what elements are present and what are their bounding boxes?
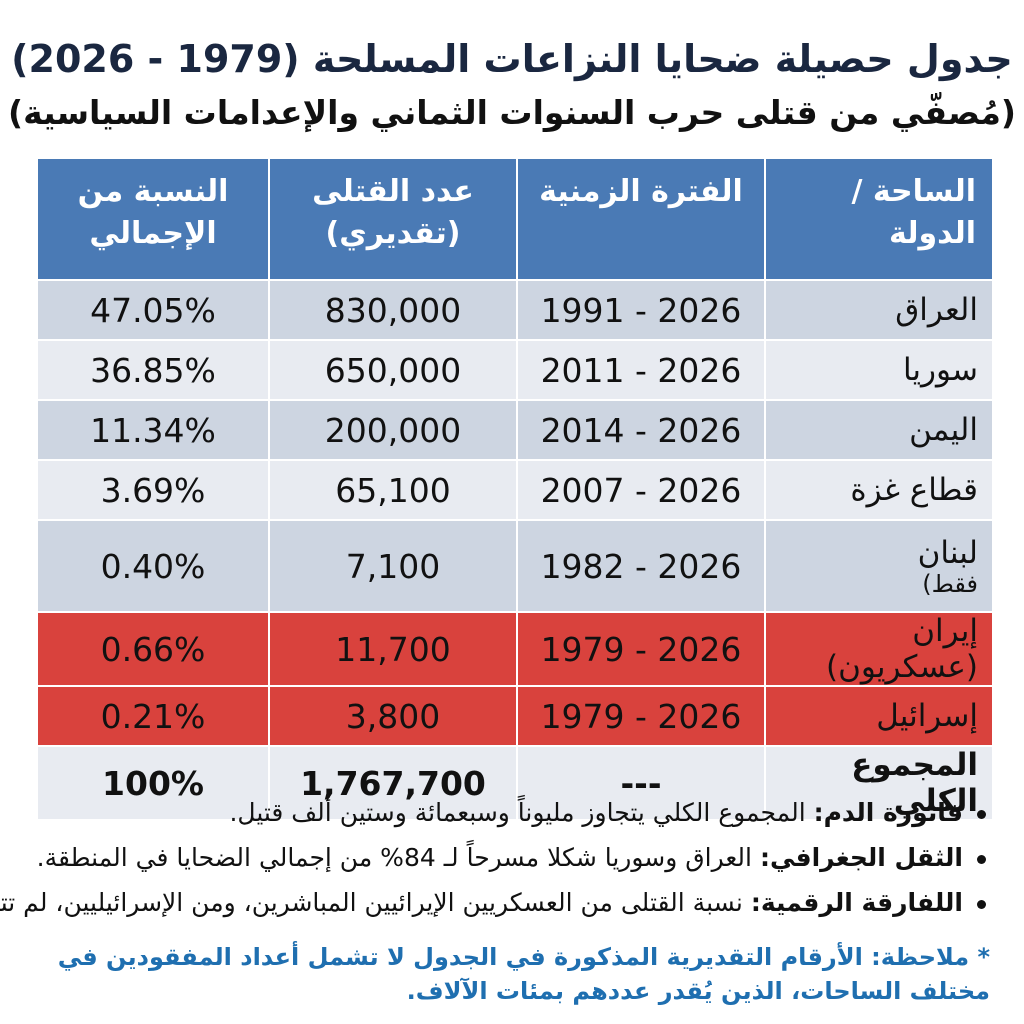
bullet-dot-icon <box>977 854 986 864</box>
cell-deaths: 3,800 <box>268 685 518 747</box>
list-item: فاتورة الدم: المجموع الكلي يتجاوز مليونا… <box>34 790 986 835</box>
cell-share: 0.66% <box>36 611 270 687</box>
list-item: اللفارقة الرقمية: نسبة القتلى من العسكري… <box>0 880 986 925</box>
note-text: نسبة القتلى من العسكريين الإيرائيين المب… <box>0 888 743 917</box>
bullet-dot-icon <box>977 899 986 909</box>
notes-list: فاتورة الدم: المجموع الكلي يتجاوز مليونا… <box>0 790 986 925</box>
cell-country: إسرائيل <box>764 685 994 747</box>
footnote: * ملاحظة: الأرقام التقديرية المذكورة في … <box>57 943 990 1005</box>
cell-deaths: 830,000 <box>268 279 518 341</box>
cell-period: 2007 - 2026 <box>516 459 766 521</box>
cell-share: 3.69% <box>36 459 270 521</box>
table-row: قطاع غزة 2007 - 2026 65,100 3.69% <box>36 459 994 521</box>
table-row: إسرائيل 1979 - 2026 3,800 0.21% <box>36 685 994 747</box>
list-item: الثقل الجغرافي: العراق وسوريا شكلا مسرحا… <box>34 835 986 880</box>
cell-share: 0.40% <box>36 519 270 613</box>
cell-period: 1979 - 2026 <box>516 685 766 747</box>
header-deaths: عدد القتلى (تقديري) <box>268 157 518 281</box>
table-total-row: المجموع الكلي --- 1,767,700 100% <box>36 745 994 821</box>
cell-period: 2014 - 2026 <box>516 399 766 461</box>
cell-country: إيران (عسكريون) <box>764 611 994 687</box>
cell-period: --- <box>516 745 766 821</box>
cell-country-note: فقط) <box>922 570 978 598</box>
note-text: المجموع الكلي يتجاوز مليوناً وسبعمائة وس… <box>229 798 806 827</box>
cell-country: قطاع غزة <box>764 459 994 521</box>
cell-share: 36.85% <box>36 339 270 401</box>
cell-country: لبنان فقط) <box>764 519 994 613</box>
cell-period: 1991 - 2026 <box>516 279 766 341</box>
bullet-dot-icon <box>977 809 986 819</box>
table-row: لبنان فقط) 1982 - 2026 7,100 0.40% <box>36 519 994 613</box>
header-share: النسبة من الإجمالي <box>36 157 270 281</box>
cell-country: العراق <box>764 279 994 341</box>
cell-country: المجموع الكلي <box>764 745 994 821</box>
table-row: العراق 1991 - 2026 830,000 47.05% <box>36 279 994 341</box>
header-country: الساحة / الدولة <box>764 157 994 281</box>
cell-country: اليمن <box>764 399 994 461</box>
note-text: العراق وسوريا شكلا مسرحاً لـ 84% من إجما… <box>36 843 752 872</box>
note-label: الثقل الجغرافي: <box>759 843 963 872</box>
cell-deaths: 7,100 <box>268 519 518 613</box>
casualties-table: الساحة / الدولة الفترة الزمنية عدد القتل… <box>36 157 994 821</box>
page-subtitle: (مُصفّي من قتلى حرب السنوات الثماني والإ… <box>8 93 1016 132</box>
cell-deaths: 65,100 <box>268 459 518 521</box>
page-title: جدول حصيلة ضحايا النزاعات المسلحة (1979 … <box>11 37 1013 81</box>
cell-country: سوريا <box>764 339 994 401</box>
cell-period: 2011 - 2026 <box>516 339 766 401</box>
cell-deaths: 200,000 <box>268 399 518 461</box>
table-row: سوريا 2011 - 2026 650,000 36.85% <box>36 339 994 401</box>
table-row: إيران (عسكريون) 1979 - 2026 11,700 0.66% <box>36 611 994 687</box>
cell-share: 0.21% <box>36 685 270 747</box>
cell-share: 100% <box>36 745 270 821</box>
cell-country-name: لبنان <box>917 535 978 571</box>
cell-share: 47.05% <box>36 279 270 341</box>
table-row: اليمن 2014 - 2026 200,000 11.34% <box>36 399 994 461</box>
note-label: اللفارقة الرقمية: <box>750 888 963 917</box>
note-label: فاتورة الدم: <box>813 798 963 827</box>
header-period: الفترة الزمنية <box>516 157 766 281</box>
cell-share: 11.34% <box>36 399 270 461</box>
cell-deaths: 650,000 <box>268 339 518 401</box>
table-header-row: الساحة / الدولة الفترة الزمنية عدد القتل… <box>36 157 994 281</box>
cell-deaths: 11,700 <box>268 611 518 687</box>
cell-deaths: 1,767,700 <box>268 745 518 821</box>
cell-period: 1979 - 2026 <box>516 611 766 687</box>
cell-period: 1982 - 2026 <box>516 519 766 613</box>
